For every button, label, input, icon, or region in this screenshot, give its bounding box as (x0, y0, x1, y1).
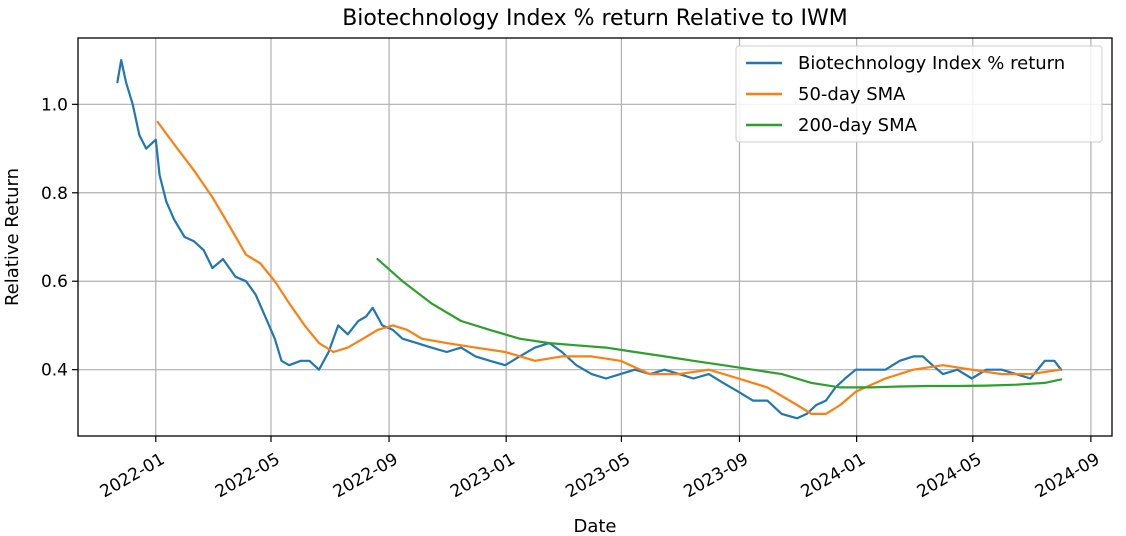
plot-frame (77, 37, 1113, 437)
legend-label: Biotechnology Index % return (798, 53, 1065, 74)
x-tick-label: 2024-05 (914, 449, 986, 502)
x-tick-label: 2023-05 (562, 449, 634, 502)
legend-label: 50-day SMA (798, 84, 906, 105)
x-tick-label: 2023-01 (447, 449, 519, 502)
legend-box (735, 45, 1103, 143)
x-axis: 2022-01 2022-05 2022-09 2023-01 2023-05 2023-… (97, 436, 1104, 502)
series-layer (116, 58, 1063, 420)
series-line-50-day-sma (156, 120, 1062, 415)
y-tick-label: 0.6 (41, 272, 68, 292)
x-tick-label: 2024-09 (1032, 449, 1104, 502)
y-tick-label: 0.8 (41, 184, 68, 204)
y-axis: 0.4 0.6 0.8 1.0 (41, 95, 78, 381)
x-tick-label: 2023-09 (680, 449, 752, 502)
x-tick-label: 2022-05 (212, 449, 284, 502)
y-axis-title: Relative Return (2, 168, 23, 306)
x-tick-label: 2022-09 (330, 449, 402, 502)
x-tick-label: 2024-01 (798, 449, 870, 502)
chart-title: Biotechnology Index % return Relative to… (342, 6, 848, 31)
series-line-200-day-sma (376, 258, 1063, 389)
x-axis-title: Date (573, 516, 616, 536)
legend-label: 200-day SMA (798, 115, 918, 136)
y-tick-label: 0.4 (41, 361, 68, 381)
x-tick-label: 2022-01 (97, 449, 169, 502)
y-tick-label: 1.0 (41, 95, 68, 115)
legend: Biotechnology Index % return 50-day SMA 20… (735, 45, 1103, 143)
